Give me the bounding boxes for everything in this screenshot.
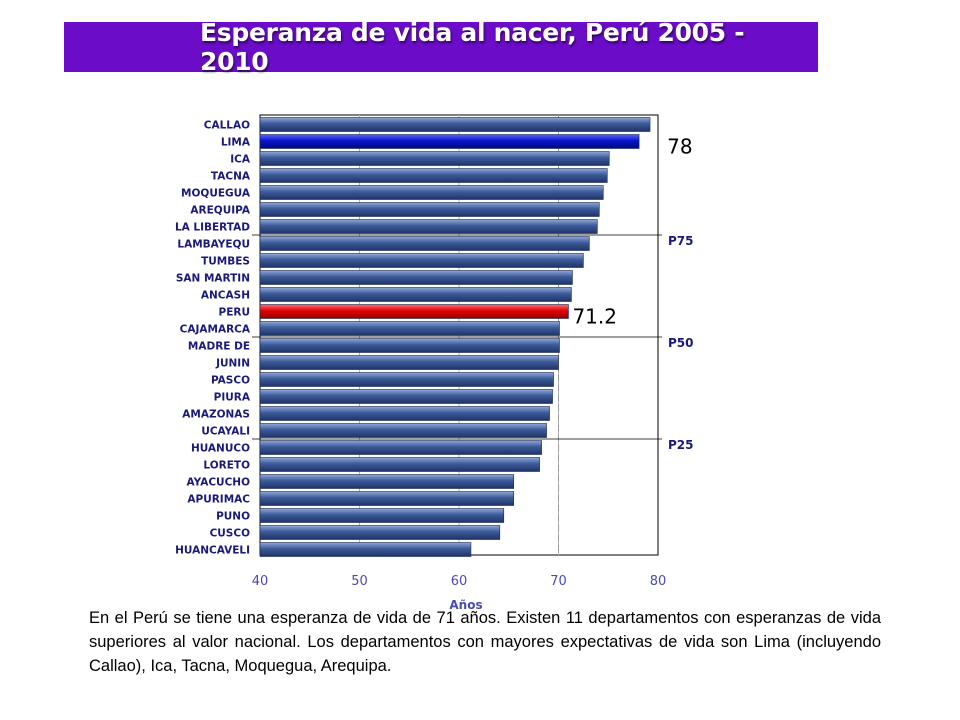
category-label: MADRE DE <box>188 341 250 353</box>
category-label: APURIMAC <box>187 494 250 506</box>
bar-la-libertad <box>259 219 598 234</box>
percentile-label: P50 <box>668 336 694 350</box>
bar-pasco <box>259 372 554 387</box>
bar-ayacucho <box>259 474 515 489</box>
category-label: PERU <box>219 307 250 319</box>
category-label: TACNA <box>211 171 251 183</box>
bar-ica <box>259 151 610 166</box>
bar-piura <box>259 389 553 404</box>
category-label: AYACUCHO <box>187 477 251 489</box>
bar-junin <box>259 355 559 370</box>
bar-cusco <box>259 525 501 540</box>
category-label: ICA <box>230 154 251 166</box>
bar-moquegua <box>259 185 604 200</box>
bar-san-martin <box>259 270 573 285</box>
x-axis-title: Años <box>449 598 482 612</box>
category-label: LA LIBERTAD <box>175 222 250 234</box>
bar-apurimac <box>259 491 515 506</box>
bar-peru <box>259 304 569 319</box>
percentile-label: P25 <box>668 438 694 452</box>
category-label: JUNIN <box>215 358 250 370</box>
percentile-label: P75 <box>668 234 694 248</box>
bar-ucayali <box>259 423 547 438</box>
category-label: ANCASH <box>201 290 250 302</box>
category-label: LIMA <box>221 137 251 149</box>
bar-lambayequ <box>259 236 590 251</box>
category-label: TUMBES <box>201 256 250 268</box>
category-label: AMAZONAS <box>182 409 250 421</box>
category-label: CALLAO <box>204 120 250 132</box>
x-tick-label: 70 <box>550 574 567 589</box>
bar-arequipa <box>259 202 600 217</box>
bar-puno <box>259 508 505 523</box>
bar-tumbes <box>259 253 584 268</box>
x-tick-label: 50 <box>351 574 368 589</box>
bar-callao <box>259 117 651 132</box>
bar-lima <box>259 134 640 149</box>
category-label: AREQUIPA <box>190 205 250 217</box>
bar-huancaveli <box>259 542 472 557</box>
category-label: CUSCO <box>210 528 251 540</box>
bar-madre-de <box>259 338 560 353</box>
bar-loreto <box>259 457 540 472</box>
category-label: PASCO <box>211 375 250 387</box>
x-tick-label: 80 <box>650 574 667 589</box>
bar-amazonas <box>259 406 550 421</box>
category-label: PIURA <box>214 392 251 404</box>
category-label: MOQUEGUA <box>181 188 251 200</box>
category-label: UCAYALI <box>201 426 250 438</box>
bar-cajamarca <box>259 321 560 336</box>
x-tick-label: 40 <box>252 574 269 589</box>
caption-text: En el Perú se tiene una esperanza de vid… <box>89 609 881 675</box>
category-label: LORETO <box>203 460 250 472</box>
x-tick-label: 60 <box>451 574 468 589</box>
bar-ancash <box>259 287 572 302</box>
category-label: CAJAMARCA <box>180 324 251 336</box>
category-label: HUANUCO <box>191 443 250 455</box>
value-annotation: 78 <box>667 135 692 159</box>
category-label: HUANCAVELI <box>175 545 250 557</box>
bar-huanuco <box>259 440 542 455</box>
bar-tacna <box>259 168 608 183</box>
category-label: PUNO <box>216 511 250 523</box>
page-title: Esperanza de vida al nacer, Perú 2005 - … <box>200 18 745 76</box>
category-label: SAN MARTIN <box>176 273 250 285</box>
title-banner: Esperanza de vida al nacer, Perú 2005 - … <box>64 18 818 76</box>
value-annotation: 71.2 <box>572 305 617 329</box>
category-label: LAMBAYEQU <box>177 239 250 251</box>
